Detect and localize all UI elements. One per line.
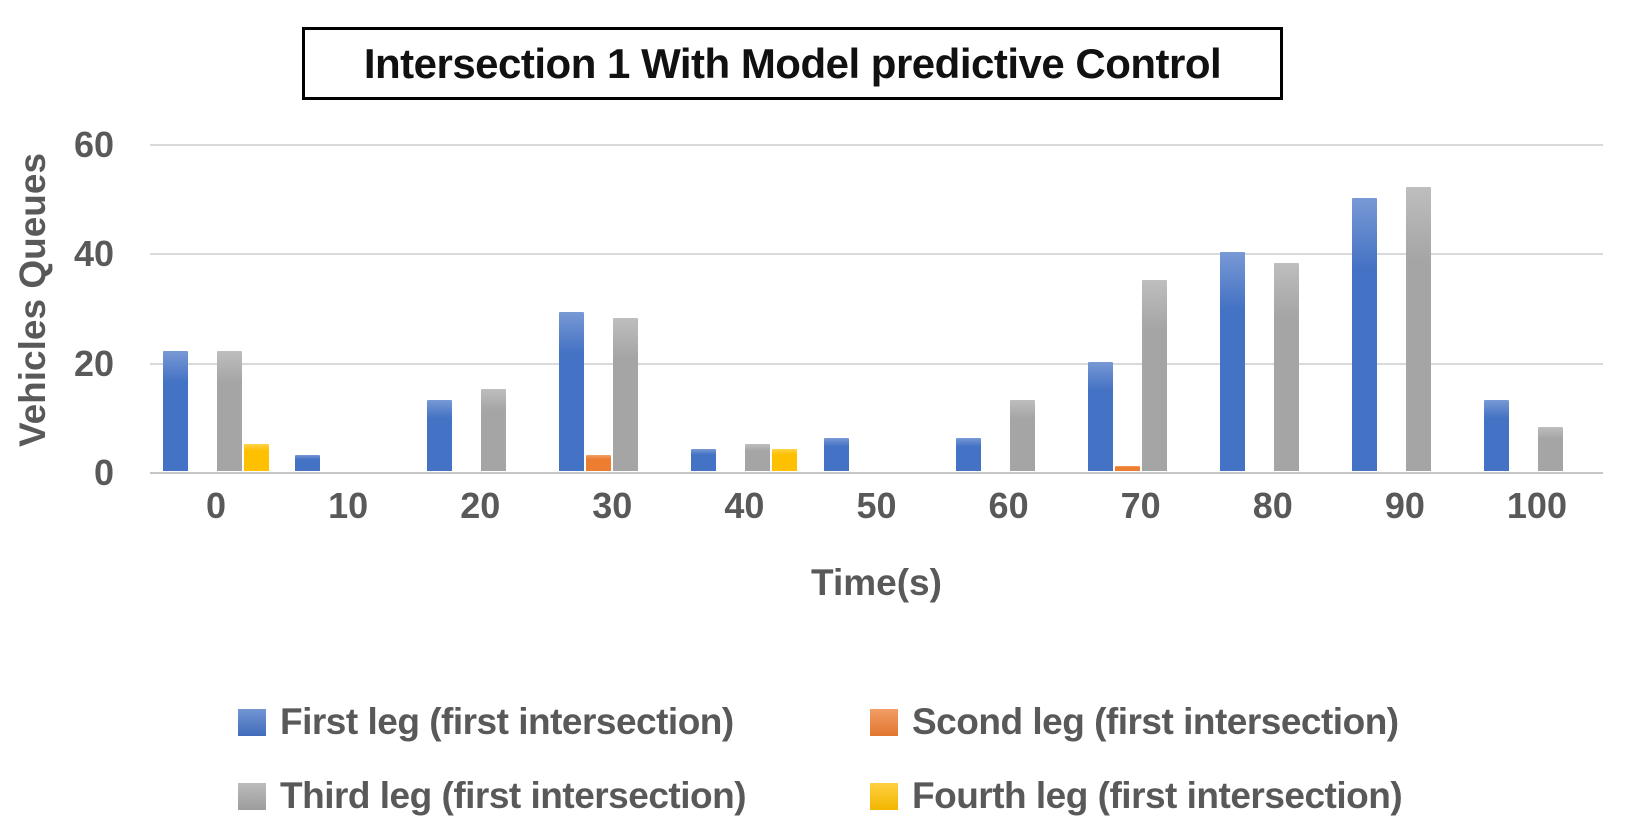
bar-first-leg-t30 bbox=[559, 312, 585, 471]
bar-first-leg-t10 bbox=[295, 454, 321, 471]
chart-title: Intersection 1 With Model predictive Con… bbox=[363, 39, 1222, 87]
bar-first-leg-t40 bbox=[691, 449, 717, 471]
legend-label: First leg (first intersection) bbox=[280, 701, 734, 742]
bar-third-leg-t100 bbox=[1537, 427, 1563, 471]
x-tick-label-100: 100 bbox=[1506, 485, 1567, 526]
y-tick-label-20: 20 bbox=[73, 342, 114, 384]
bar-first-leg-t100 bbox=[1483, 399, 1509, 471]
y-axis-title: Vehicles Queues bbox=[12, 152, 53, 448]
bar-first-leg-t90 bbox=[1351, 197, 1377, 471]
legend-label: Fourth leg (first intersection) bbox=[912, 775, 1403, 816]
legend-label: Third leg (first intersection) bbox=[280, 775, 747, 816]
legend-item-scond-leg: Scond leg (first intersection) bbox=[870, 697, 1399, 747]
bar-third-leg-t60 bbox=[1009, 399, 1035, 471]
x-tick-label-20: 20 bbox=[460, 485, 501, 526]
bar-scond-leg-t30 bbox=[586, 454, 612, 471]
bar-third-leg-t30 bbox=[613, 317, 639, 471]
chart-title-box: Intersection 1 With Model predictive Con… bbox=[302, 27, 1283, 100]
legend-swatch-first-leg bbox=[238, 708, 266, 736]
bar-third-leg-t0 bbox=[217, 350, 243, 471]
gridline-y20 bbox=[150, 362, 1603, 365]
x-tick-label-30: 30 bbox=[592, 485, 633, 526]
legend-item-third-leg: Third leg (first intersection) bbox=[238, 771, 747, 821]
legend-swatch-third-leg bbox=[238, 782, 266, 810]
x-tick-label-70: 70 bbox=[1120, 485, 1161, 526]
bar-scond-leg-t70 bbox=[1114, 465, 1140, 471]
bar-fourth-leg-t0 bbox=[244, 443, 270, 471]
gridline-y40 bbox=[150, 253, 1603, 256]
gridline-y60 bbox=[150, 144, 1603, 146]
x-axis-title: Time(s) bbox=[811, 562, 942, 603]
y-tick-label-40: 40 bbox=[73, 233, 114, 275]
bar-third-leg-t80 bbox=[1273, 263, 1299, 471]
bar-first-leg-t50 bbox=[823, 438, 849, 471]
legend-item-first-leg: First leg (first intersection) bbox=[238, 697, 734, 747]
y-tick-label-0: 0 bbox=[93, 452, 114, 493]
legend-swatch-scond-leg bbox=[870, 708, 898, 736]
bar-third-leg-t40 bbox=[745, 443, 771, 471]
x-tick-label-0: 0 bbox=[206, 485, 227, 526]
x-tick-label-10: 10 bbox=[328, 485, 369, 526]
bar-first-leg-t0 bbox=[163, 350, 189, 471]
bar-first-leg-t80 bbox=[1219, 252, 1245, 471]
plot-area bbox=[150, 144, 1603, 474]
bar-third-leg-t70 bbox=[1141, 279, 1167, 471]
x-tick-label-40: 40 bbox=[724, 485, 765, 526]
y-tick-label-60: 60 bbox=[73, 124, 114, 165]
legend-swatch-fourth-leg bbox=[870, 782, 898, 810]
bar-first-leg-t20 bbox=[427, 399, 453, 471]
bar-third-leg-t90 bbox=[1405, 186, 1431, 471]
x-tick-label-90: 90 bbox=[1384, 485, 1425, 526]
x-tick-label-50: 50 bbox=[856, 485, 897, 526]
gridline-y0 bbox=[150, 472, 1603, 474]
bar-first-leg-t70 bbox=[1087, 361, 1113, 471]
x-tick-label-80: 80 bbox=[1252, 485, 1293, 526]
bar-first-leg-t60 bbox=[955, 438, 981, 471]
legend-item-fourth-leg: Fourth leg (first intersection) bbox=[870, 771, 1403, 821]
bar-third-leg-t20 bbox=[481, 389, 507, 471]
bar-fourth-leg-t40 bbox=[772, 449, 798, 471]
legend-label: Scond leg (first intersection) bbox=[912, 701, 1399, 742]
x-tick-label-60: 60 bbox=[988, 485, 1029, 526]
